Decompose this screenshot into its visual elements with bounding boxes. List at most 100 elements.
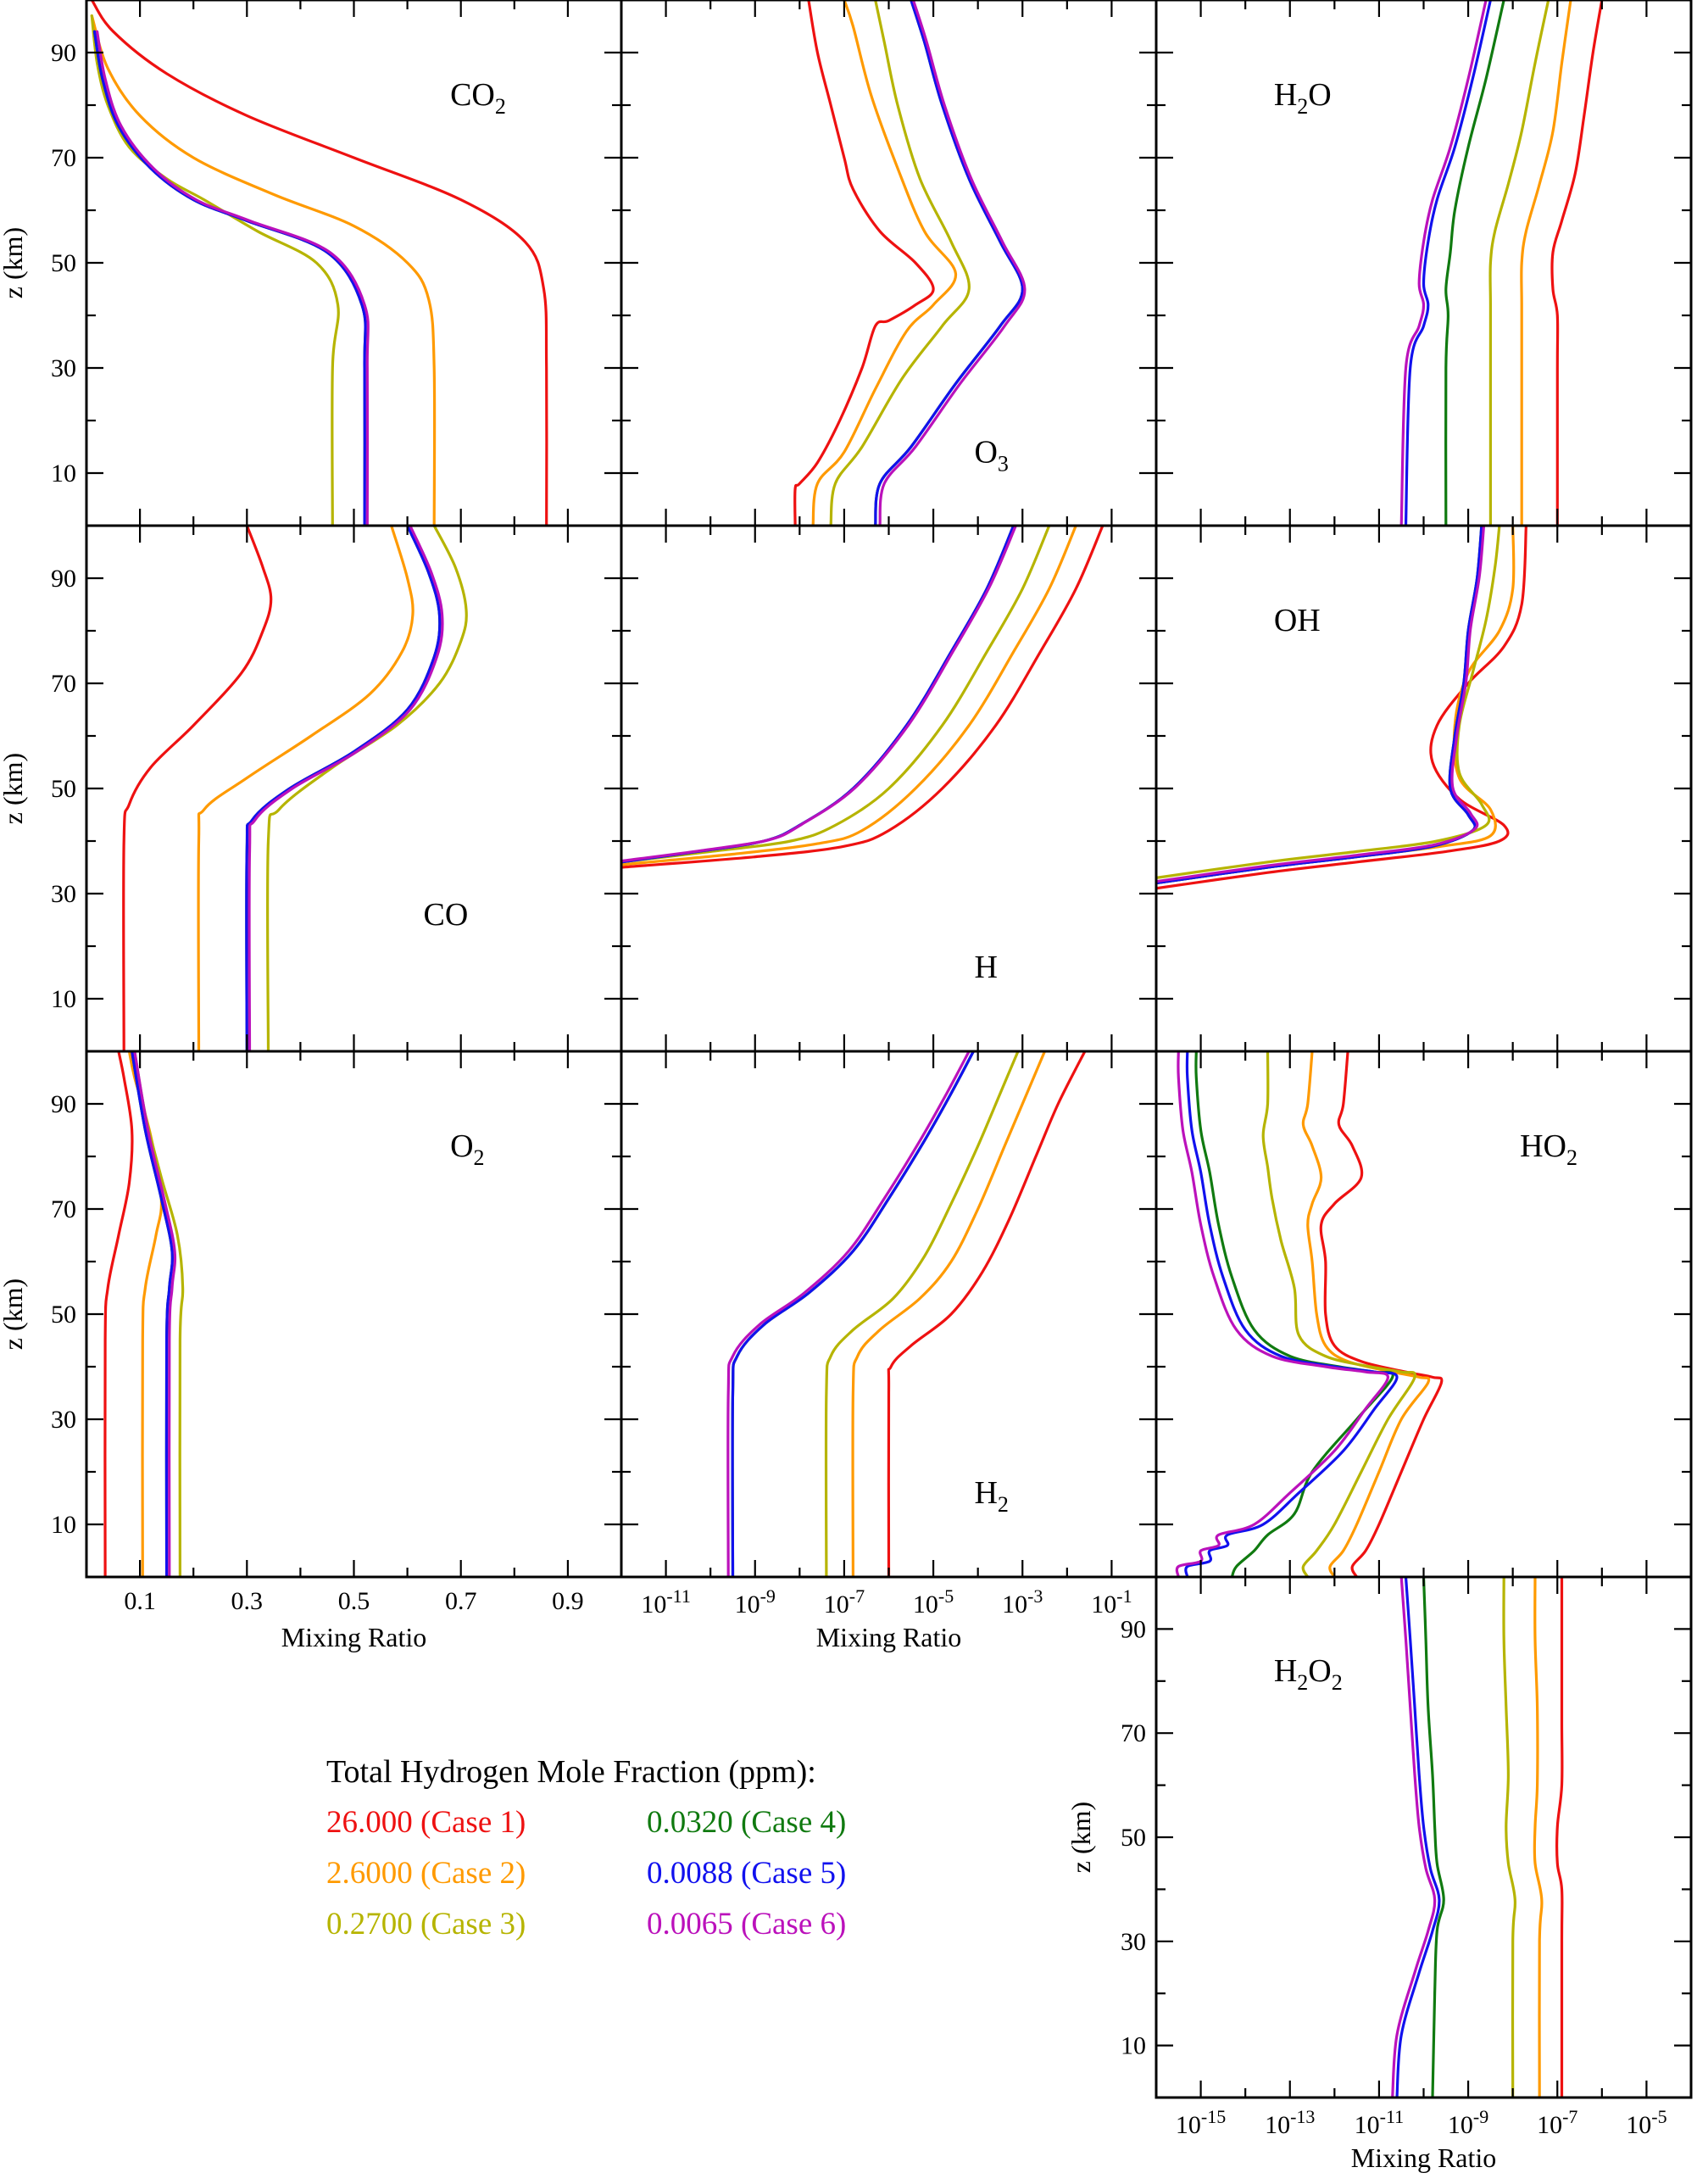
series-case-3 <box>824 1051 1020 1577</box>
y-tick-label: 10 <box>51 460 76 488</box>
series-case-2 <box>1533 1577 1544 2098</box>
y-tick-label: 90 <box>51 1090 76 1118</box>
series-case-5 <box>245 526 442 1051</box>
y-tick-label: 50 <box>51 1301 76 1329</box>
series-group <box>122 526 468 1051</box>
legend-case: (Case 5) <box>741 1856 847 1891</box>
panel-o3: O3 <box>620 0 1158 527</box>
species-label: CO2 <box>450 77 506 119</box>
series-group <box>1399 0 1604 526</box>
panel-co: 10 30 50 70 90 z (km) CO <box>0 524 623 1053</box>
x-tick-label: 10-5 <box>1626 2106 1666 2139</box>
x-tick-label: 0.9 <box>552 1587 584 1615</box>
y-axis-label: z (km) <box>1065 1802 1096 1873</box>
panel-frame <box>620 0 1158 527</box>
x-tick-label: 0.1 <box>124 1587 156 1615</box>
legend-value: 0.2700 <box>326 1907 413 1942</box>
series-case-6 <box>1175 1051 1389 1577</box>
panel-frame <box>1155 524 1693 1053</box>
x-axis-label: Mixing Ratio <box>1351 2142 1497 2173</box>
legend-case: (Case 2) <box>420 1856 526 1891</box>
series-group <box>1391 1577 1564 2098</box>
panel-frame <box>85 524 623 1053</box>
series-case-3 <box>829 0 971 526</box>
species-label: H2O2 <box>1274 1653 1343 1695</box>
series-case-5 <box>131 1051 174 1577</box>
legend-value: 0.0065 <box>647 1907 733 1942</box>
y-tick-label: 50 <box>51 775 76 803</box>
series-case-1 <box>1555 1577 1564 2098</box>
x-tick-label: 10-7 <box>824 1585 865 1618</box>
panel-o2: 10 30 50 70 90 0.1 0.3 0.5 0.7 0.9 Mixing Ratio z (… <box>0 1050 623 1652</box>
y-tick-label: 30 <box>51 1406 76 1434</box>
y-tick-label: 10 <box>1121 2032 1146 2060</box>
legend-value: 2.6000 <box>326 1856 413 1891</box>
legend-entry-case-6: 0.0065 (Case 6) <box>647 1906 846 1942</box>
legend-entry-case-1: 26.000 (Case 1) <box>326 1804 526 1841</box>
series-case-1 <box>1550 0 1604 526</box>
series-case-3 <box>1502 1577 1517 2098</box>
x-tick-label: 0.3 <box>231 1587 264 1615</box>
series-case-3 <box>1261 1051 1417 1577</box>
x-tick-label: 10-11 <box>641 1585 691 1618</box>
y-tick-label: 30 <box>51 354 76 382</box>
y-tick-label: 30 <box>51 880 76 908</box>
species-label: CO <box>424 897 469 933</box>
series-case-4 <box>1156 526 1483 885</box>
series-case-4 <box>245 526 442 1051</box>
legend-case: (Case 6) <box>741 1907 847 1942</box>
panel-h: H <box>620 524 1158 1053</box>
series-case-2 <box>621 526 1077 866</box>
legend-case: (Case 3) <box>420 1907 526 1942</box>
series-case-3 <box>621 526 1051 864</box>
legend-entry-case-2: 2.6000 (Case 2) <box>326 1855 526 1892</box>
y-tick-label: 50 <box>51 249 76 277</box>
y-tick-label: 10 <box>51 1511 76 1539</box>
series-case-3 <box>1156 526 1501 879</box>
series-case-6 <box>133 1051 177 1577</box>
y-axis-label: z (km) <box>0 753 28 824</box>
series-case-2 <box>90 14 437 526</box>
series-case-2 <box>811 0 958 526</box>
series-group <box>1175 1051 1444 1577</box>
series-case-3 <box>1488 0 1550 526</box>
legend-value: 0.0088 <box>647 1856 733 1891</box>
series-case-4 <box>621 526 1015 864</box>
x-tick-label: 10-9 <box>735 1585 776 1618</box>
series-case-6 <box>621 526 1017 863</box>
species-label: H <box>974 950 997 985</box>
y-axis-label: z (km) <box>0 1279 28 1350</box>
legend-title: Total Hydrogen Mole Fraction (ppm): <box>326 1754 816 1790</box>
series-case-1 <box>122 526 273 1051</box>
series-group <box>621 526 1104 869</box>
legend-case: (Case 1) <box>420 1805 526 1840</box>
x-tick-label: 10-13 <box>1265 2106 1315 2139</box>
series-case-5 <box>874 0 1024 526</box>
series-case-5 <box>1404 0 1492 526</box>
y-tick-label: 90 <box>51 39 76 67</box>
series-case-3 <box>265 526 468 1051</box>
series-group <box>793 0 1027 526</box>
y-tick-label: 10 <box>51 985 76 1013</box>
x-tick-label: 10-15 <box>1176 2106 1226 2139</box>
series-case-6 <box>1156 526 1486 883</box>
panel-oh: OH <box>1155 524 1693 1053</box>
x-axis-label: Mixing Ratio <box>816 1622 962 1652</box>
legend-value: 0.0320 <box>647 1805 733 1840</box>
panel-co2: 10 30 50 70 90 z (km) CO2 <box>0 0 623 527</box>
series-case-1 <box>621 526 1104 869</box>
x-tick-label: 10-5 <box>913 1585 954 1618</box>
legend-case: (Case 4) <box>741 1805 847 1840</box>
x-tick-label: 10-9 <box>1448 2106 1488 2139</box>
x-tick-label: 10-7 <box>1537 2106 1577 2139</box>
species-label: O2 <box>450 1128 484 1170</box>
panel-frame <box>1155 0 1693 527</box>
y-tick-label: 30 <box>1121 1928 1146 1956</box>
series-case-5 <box>731 1051 975 1577</box>
series-case-5 <box>1395 1577 1441 2098</box>
series-case-2 <box>197 526 415 1051</box>
y-tick-label: 50 <box>1121 1824 1146 1852</box>
x-tick-label: 10-11 <box>1355 2106 1405 2139</box>
series-case-2 <box>851 1051 1047 1577</box>
